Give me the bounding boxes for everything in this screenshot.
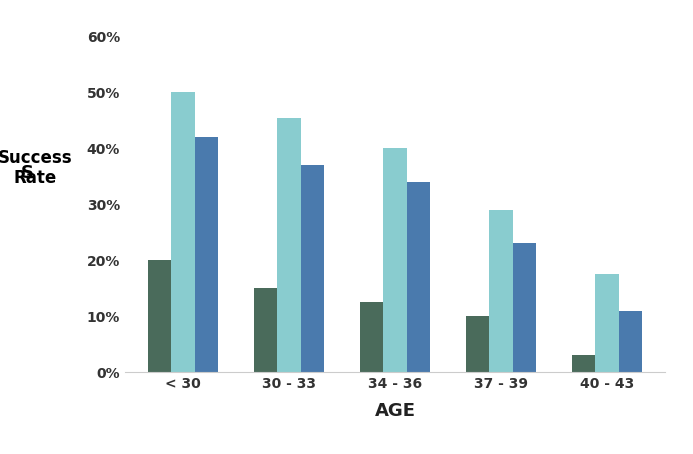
Bar — [572, 355, 595, 372]
Bar — [619, 311, 642, 372]
Bar — [195, 137, 218, 372]
X-axis label: AGE: AGE — [374, 402, 416, 420]
Bar — [466, 316, 489, 372]
Bar — [277, 118, 301, 372]
Bar — [513, 243, 536, 372]
Bar — [148, 260, 171, 372]
Bar — [301, 165, 324, 372]
Bar — [383, 148, 407, 372]
Bar — [360, 302, 383, 372]
Text: S: S — [21, 163, 34, 182]
Bar — [171, 92, 195, 372]
Bar — [489, 210, 513, 372]
Bar — [407, 182, 430, 372]
Bar — [595, 274, 619, 372]
Bar — [254, 288, 277, 372]
Text: Success
Rate: Success Rate — [0, 148, 72, 188]
